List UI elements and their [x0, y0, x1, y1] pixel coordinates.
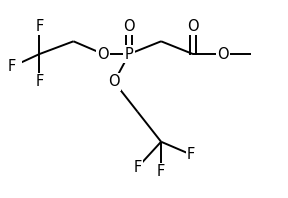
Text: F: F	[187, 147, 195, 162]
Text: F: F	[35, 19, 43, 34]
Text: F: F	[157, 164, 165, 179]
Text: F: F	[35, 74, 43, 89]
Text: O: O	[98, 47, 109, 62]
Text: O: O	[108, 74, 120, 89]
Text: O: O	[123, 19, 135, 34]
Text: O: O	[217, 47, 229, 62]
Text: O: O	[187, 19, 199, 34]
Text: P: P	[125, 47, 133, 62]
Text: F: F	[7, 59, 16, 74]
Text: F: F	[133, 160, 142, 175]
